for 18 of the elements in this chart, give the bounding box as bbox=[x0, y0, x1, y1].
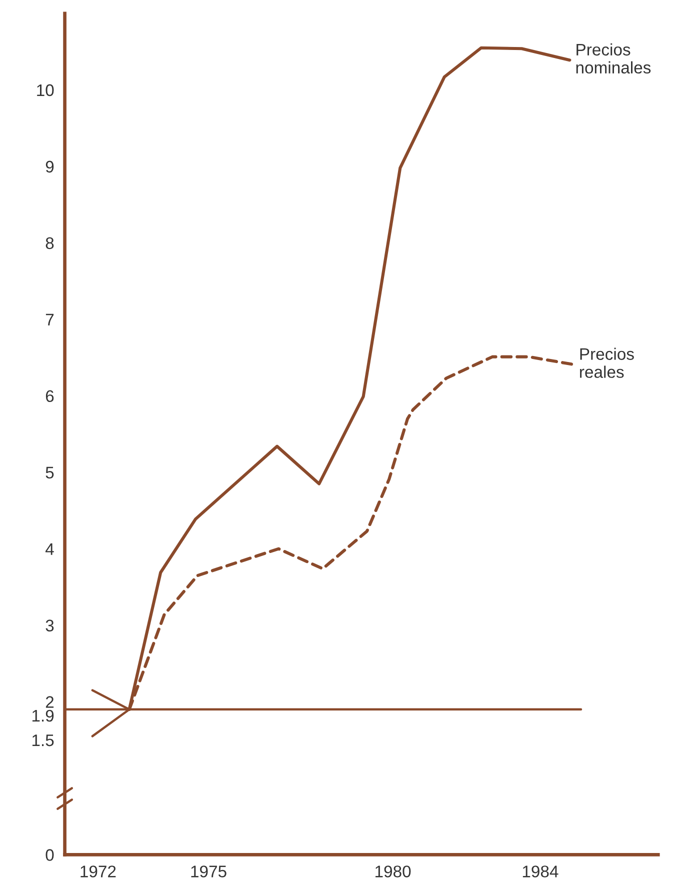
series-label: Precios nominales bbox=[576, 43, 651, 74]
y-tick-label: 7 bbox=[46, 314, 54, 326]
y-tick-label: 5 bbox=[46, 466, 54, 479]
y-tick-label: 1.9 bbox=[32, 710, 54, 722]
x-tick-label: 1972 bbox=[80, 866, 116, 878]
y-tick-label: 1.5 bbox=[32, 734, 54, 746]
x-tick-label: 1975 bbox=[191, 866, 226, 878]
y-tick-label: 6 bbox=[46, 390, 54, 402]
y-tick-label: 4 bbox=[45, 543, 54, 555]
y-tick-label: 0 bbox=[46, 849, 54, 861]
y-tick-label: 2 bbox=[46, 696, 54, 708]
series-label: Precios reales bbox=[580, 348, 634, 378]
y-tick-label: 10 bbox=[37, 84, 54, 96]
y-tick-label: 8 bbox=[46, 237, 54, 250]
x-tick-label: 1980 bbox=[376, 866, 411, 878]
y-tick-label: 9 bbox=[46, 160, 54, 173]
x-tick-label: 1984 bbox=[522, 866, 558, 878]
y-tick-label: 3 bbox=[46, 620, 54, 632]
